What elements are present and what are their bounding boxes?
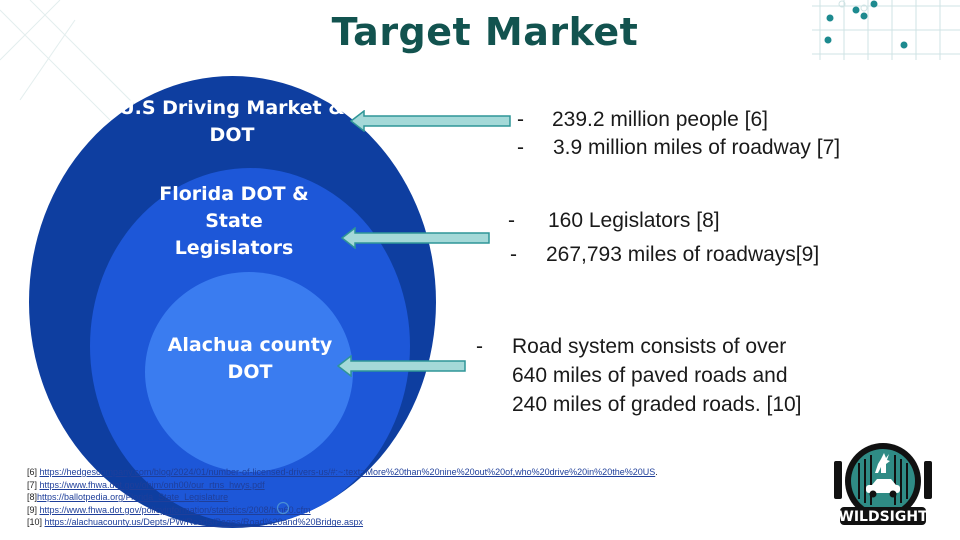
reference-item: [10] https://alachuacounty.us/Depts/PW/R… — [27, 516, 658, 529]
bullet-text: 240 miles of graded roads. [10] — [512, 393, 802, 416]
reference-number: [8] — [27, 492, 38, 503]
bullet-text: 640 miles of paved roads and — [512, 364, 788, 387]
middle-circle-label: Florida DOT & State Legislators — [159, 183, 309, 259]
reference-link[interactable]: https://alachuacounty.us/Depts/PW/Roads/… — [44, 517, 364, 528]
reference-link[interactable]: https://ballotpedia.org/Florida_State_Le… — [37, 492, 229, 503]
bullet-text: 3.9 million miles of roadway [7] — [553, 136, 841, 159]
page-title: Target Market — [331, 10, 639, 54]
arrow-left-icon — [337, 355, 466, 377]
reference-number: [10] — [27, 517, 45, 528]
reference-link[interactable]: https://www.fhwa.dot.gov/policyinformati… — [39, 504, 311, 515]
bullet-dash: - — [508, 209, 515, 232]
cursor-ring-icon — [276, 501, 290, 515]
reference-number: [7] — [27, 479, 40, 490]
inner-circle-alachua — [145, 272, 353, 472]
reference-number: [6] — [27, 467, 40, 477]
bullet-text: 239.2 million people [6] — [552, 108, 768, 131]
arrow-left-icon — [350, 110, 511, 132]
list-item-continuation: 640 miles of paved roads and — [512, 364, 788, 388]
reference-link[interactable]: https://www.fhwa.dot.gov/ohim/onh00/our_… — [39, 479, 265, 490]
reference-item: [7] https://www.fhwa.dot.gov/ohim/onh00/… — [27, 479, 658, 492]
bullet-dash: - — [517, 108, 524, 131]
bullet-text: 267,793 miles of roadways[9] — [546, 243, 820, 266]
reference-link[interactable]: https://hedgescompany.com/blog/2024/01/n… — [39, 467, 656, 477]
decorative-grid-topright — [812, 0, 960, 60]
bullet-dash: - — [517, 136, 524, 159]
bullet-text: Road system consists of over — [512, 335, 787, 358]
outer-circle-label: U.S Driving Market & DOT — [119, 97, 345, 146]
bullet-dash: - — [476, 335, 483, 358]
list-item-continuation: 240 miles of graded roads. [10] — [512, 393, 802, 417]
reference-item: [9] https://www.fhwa.dot.gov/policyinfor… — [27, 504, 658, 517]
arrow-left-icon — [341, 227, 490, 249]
inner-circle-label: Alachua county DOT — [167, 334, 333, 383]
bullet-text: 160 Legislators [8] — [548, 209, 720, 232]
reference-suffix: . — [655, 467, 658, 477]
reference-item: [6] https://hedgescompany.com/blog/2024/… — [27, 466, 658, 479]
wildsight-logo: WILDSIGHT — [834, 443, 932, 525]
decorative-lines-topleft — [0, 0, 141, 120]
reference-number: [9] — [27, 504, 40, 515]
references: [6] https://hedgescompany.com/blog/2024/… — [27, 466, 658, 529]
logo-text: WILDSIGHT — [838, 509, 928, 525]
reference-item: [8]https://ballotpedia.org/Florida_State… — [27, 491, 658, 504]
bullet-dash: - — [510, 243, 517, 266]
